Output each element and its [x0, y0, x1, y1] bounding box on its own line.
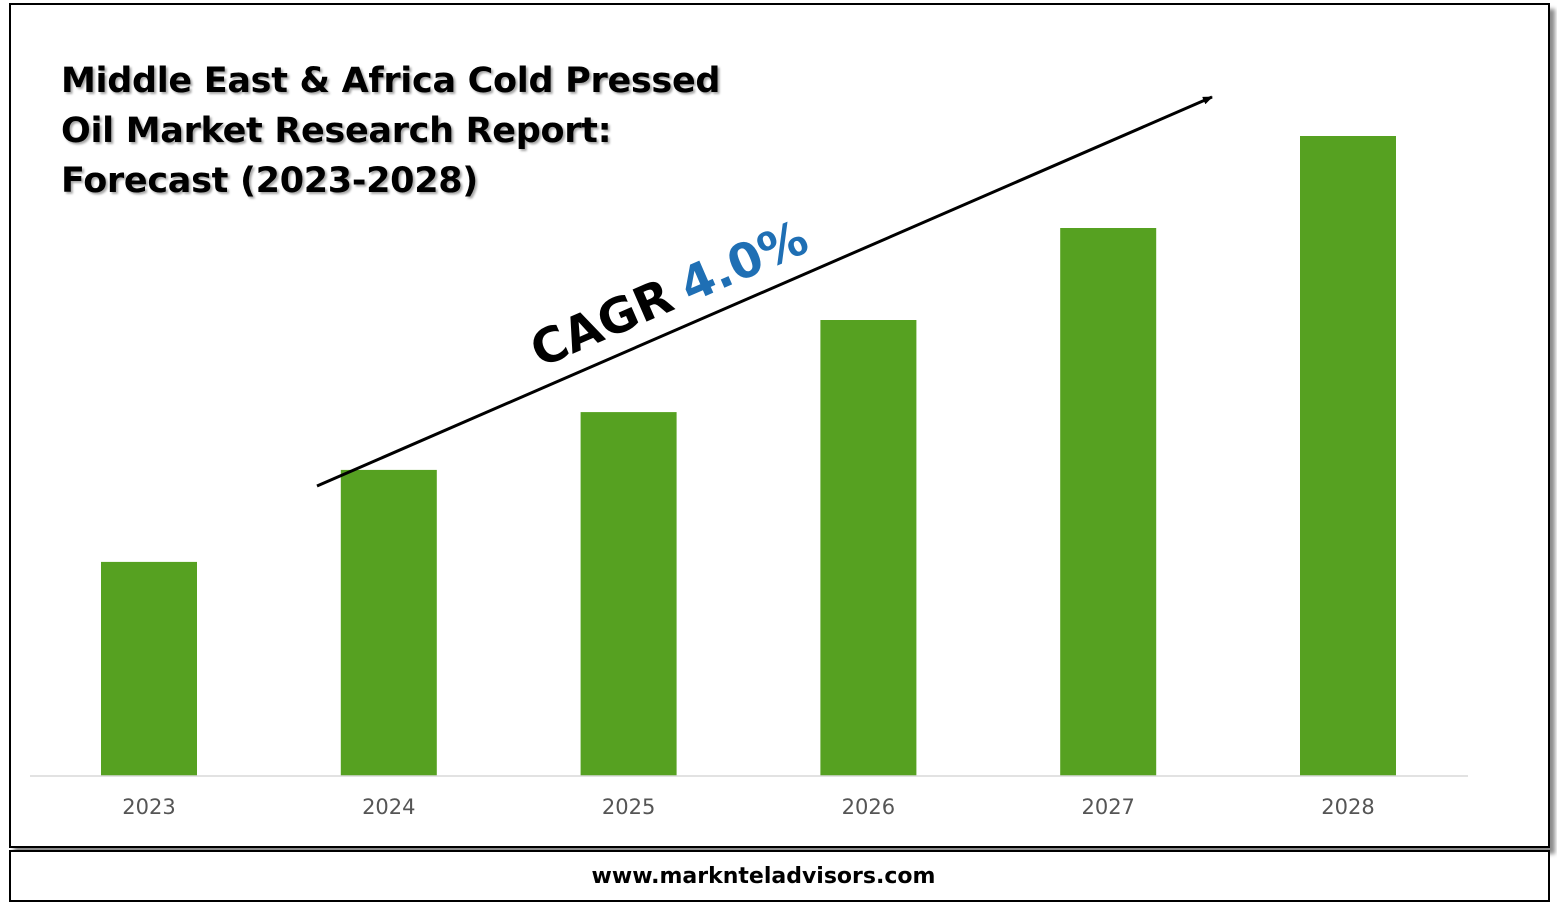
bar-2028: [1300, 136, 1396, 776]
x-tick-label-2025: 2025: [602, 795, 655, 819]
chart-title-line-3: Forecast (2023-2028): [61, 161, 478, 201]
cagr-trend-arrow: [316, 95, 1213, 488]
bar-2027: [1060, 228, 1157, 776]
x-tick-label-2024: 2024: [362, 795, 415, 819]
x-tick-label-2026: 2026: [842, 795, 895, 819]
bar-2023: [101, 561, 197, 776]
bar-2025: [580, 412, 677, 776]
chart-title: Middle East & Africa Cold Pressed Oil Ma…: [61, 56, 720, 206]
bar-chart: 2023 2024 2025 2026 2027 2028 CAGR4.0%: [30, 95, 1468, 819]
chart-title-line-1: Middle East & Africa Cold Pressed: [61, 61, 721, 101]
chart-frame: [9, 3, 1550, 848]
bar-2024: [340, 469, 437, 776]
cagr-value: 4.0%: [672, 210, 816, 314]
x-tick-label-2023: 2023: [122, 795, 175, 819]
website-url: www.marknteladvisors.com: [591, 863, 936, 889]
chart-title-line-2: Oil Market Research Report:: [61, 111, 612, 151]
footer: www.marknteladvisors.com: [9, 850, 1550, 902]
x-tick-label-2027: 2027: [1081, 795, 1134, 819]
x-tick-label-2028: 2028: [1321, 795, 1374, 819]
bar-2026: [820, 320, 917, 776]
cagr-annotation: CAGR4.0%: [522, 210, 816, 379]
